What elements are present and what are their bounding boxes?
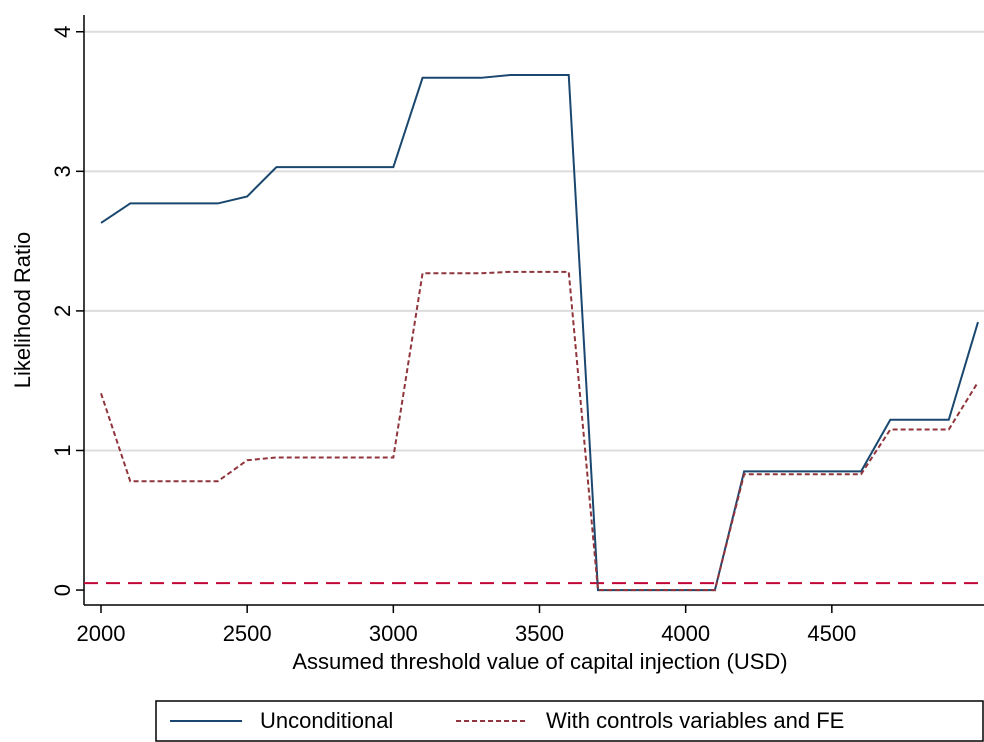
x-tick-label: 4500 (807, 621, 856, 646)
x-tick-label: 3000 (369, 621, 418, 646)
legend-box (155, 700, 984, 742)
y-tick-label: 1 (50, 444, 75, 456)
legend-label: Unconditional (260, 708, 393, 733)
x-tick-label: 2000 (77, 621, 126, 646)
y-tick-label: 3 (50, 165, 75, 177)
x-tick-label: 2500 (223, 621, 272, 646)
y-tick-label: 2 (50, 305, 75, 317)
x-axis-label: Assumed threshold value of capital injec… (292, 649, 787, 674)
series-line (100, 74, 979, 592)
series-line (100, 270, 979, 592)
y-tick-label: 0 (50, 584, 75, 596)
legend-label: With controls variables and FE (546, 708, 844, 733)
y-tick-label: 4 (50, 26, 75, 38)
y-axis-label: Likelihood Ratio (10, 232, 35, 389)
x-tick-label: 4000 (661, 621, 710, 646)
x-tick-label: 3500 (515, 621, 564, 646)
